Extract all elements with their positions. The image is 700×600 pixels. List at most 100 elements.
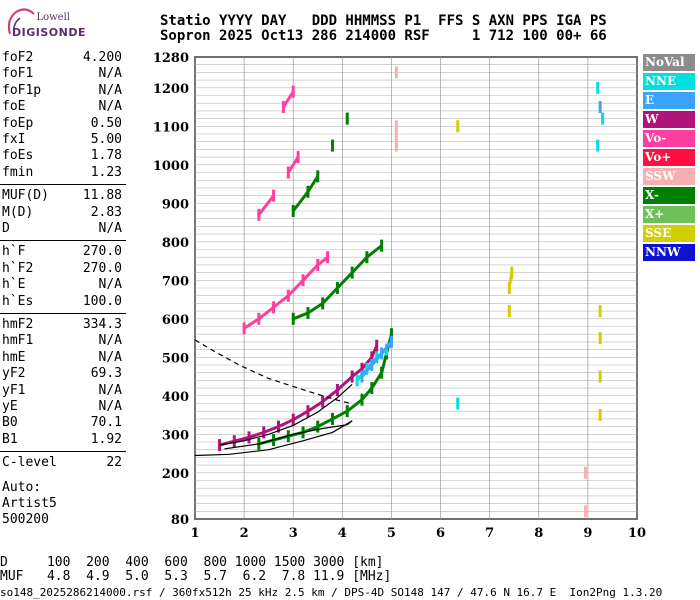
- param-value: N/A: [98, 382, 122, 398]
- header-line-1: Statio YYYY DAY DDD HHMMSS P1 FFS S AXN …: [160, 13, 607, 29]
- legend-item-nne: NNE: [643, 73, 695, 90]
- x-tick-label: 8: [534, 526, 543, 541]
- profile-curve: [219, 383, 353, 446]
- echo-trace-w: [263, 425, 280, 434]
- echo-trace-vo-: [287, 279, 305, 297]
- x-tick-label: 3: [289, 526, 298, 541]
- y-tick-label: 1100: [153, 120, 189, 135]
- echo-trace-x-: [292, 311, 309, 321]
- param-row-h-es: h`Es 100.0: [0, 294, 126, 310]
- muf-row: MUF 4.8 4.9 5.0 5.3 5.7 6.2 7.8 11.9 [MH…: [0, 569, 392, 584]
- distance-row: D 100 200 400 600 800 1000 1500 3000 [km…: [0, 555, 384, 570]
- echo-trace-w: [336, 375, 354, 392]
- echo-mark-sse: [510, 266, 514, 279]
- echo-trace-vo-: [257, 194, 275, 216]
- sidebar-separator: [0, 451, 126, 453]
- param-name: foEp: [2, 115, 34, 131]
- echo-mark-nne: [456, 397, 460, 410]
- echo-trace-x-: [321, 286, 339, 305]
- param-value: 69.3: [90, 366, 122, 382]
- param-row-yf2: yF2 69.3: [0, 366, 126, 382]
- param-value: 0.50: [90, 115, 122, 131]
- param-value: N/A: [98, 66, 122, 82]
- echo-mark-sse: [598, 409, 602, 422]
- param-row-yf1: yF1 N/A: [0, 383, 126, 399]
- param-row-c-level: C-level 22: [0, 455, 126, 471]
- legend-item-e: E: [643, 92, 695, 109]
- y-tick-label: 500: [162, 351, 189, 366]
- param-row-ye: yE N/A: [0, 399, 126, 415]
- param-row-fof1p: foF1p N/A: [0, 83, 126, 99]
- echo-trace-e: [380, 340, 393, 355]
- auto-line2: Artist5: [2, 495, 57, 511]
- param-row-h-f: h`F 270.0: [0, 244, 126, 260]
- y-tick-label: 300: [162, 428, 189, 443]
- polarization-legend: NoVal NNE E W Vo- Vo+ SSW X- X+ SSE NNW: [643, 54, 695, 263]
- param-row-fmin: fmin 1.23: [0, 165, 126, 181]
- echo-trace-vo-: [243, 317, 260, 330]
- echo-mark-ssw: [583, 466, 587, 479]
- x-tick-label: 1: [190, 526, 199, 541]
- sidebar-separator: [0, 313, 126, 314]
- echo-trace-w: [370, 345, 379, 358]
- echo-trace-x-: [292, 190, 310, 212]
- logo-text-lowell: Lowell: [36, 12, 70, 23]
- param-name: fxI: [2, 132, 26, 147]
- param-name: B0: [2, 415, 18, 431]
- param-value: N/A: [98, 82, 122, 98]
- param-value: N/A: [98, 333, 122, 349]
- param-row-h-e: h`E N/A: [0, 277, 126, 293]
- ionogram-chart: 1 2 3 4 5 6 7 8 9 10 80 200 300 400 500 600 700 800 900 100…: [153, 51, 646, 541]
- legend-item-vo-: Vo+: [643, 149, 695, 166]
- param-row-b0: B0 70.1: [0, 415, 126, 431]
- y-tick-label: 900: [162, 197, 189, 212]
- echo-mark-sse: [598, 332, 602, 345]
- echo-mark-nne: [596, 81, 600, 94]
- logo-swirl-icon: [7, 8, 35, 37]
- param-name: D: [2, 221, 10, 236]
- param-name: C-level: [2, 455, 57, 471]
- param-name: foF1: [2, 66, 34, 82]
- param-value: 2.83: [90, 204, 122, 220]
- echo-mark-sse: [598, 370, 602, 383]
- y-tick-label: 600: [162, 313, 189, 328]
- echo-trace-x-: [380, 353, 388, 374]
- param-value: 70.1: [90, 415, 122, 431]
- echo-trace-vo-: [272, 294, 290, 309]
- legend-item-noval: NoVal: [643, 54, 695, 71]
- echo-trace-w: [307, 400, 324, 413]
- param-value: 270.0: [82, 244, 122, 260]
- muf-distance-table: D 100 200 400 600 800 1000 1500 3000 [km…: [0, 556, 391, 584]
- y-tick-label: 1280: [153, 51, 189, 66]
- param-row-h-f2: h`F2 270.0: [0, 261, 126, 277]
- echo-mark-nne: [601, 112, 605, 125]
- auto-scaling-info: Auto: Artist5 500200: [2, 480, 57, 528]
- x-tick-label: 7: [485, 526, 494, 541]
- param-name: B1: [2, 431, 18, 447]
- param-value: 1.23: [90, 164, 122, 180]
- param-name: h`F2: [2, 260, 34, 276]
- param-row-fxi: fxI 5.00: [0, 132, 126, 148]
- echo-trace-x-: [331, 409, 348, 421]
- echo-mark-x-: [331, 139, 335, 152]
- x-tick-label: 10: [628, 526, 646, 541]
- echo-trace-x-: [365, 244, 383, 259]
- file-info-footer: so148_2025286214000.rsf / 360fx512h 25 k…: [0, 586, 663, 599]
- echo-trace-w: [321, 388, 339, 403]
- legend-item-ssw: SSW: [643, 168, 695, 185]
- echo-trace-w: [277, 418, 294, 428]
- y-tick-label: 200: [162, 467, 189, 482]
- echo-mark-x-: [345, 112, 349, 125]
- legend-item-vo-: Vo-: [643, 130, 695, 147]
- logo-text-digisonde: DIGISONDE: [12, 26, 86, 39]
- param-name: hmF2: [2, 317, 34, 332]
- param-row-hme: hmE N/A: [0, 350, 126, 366]
- param-name: h`Es: [2, 293, 34, 309]
- param-value: 22: [106, 455, 122, 471]
- echo-trace-x-: [306, 175, 320, 193]
- legend-item-sse: SSE: [643, 225, 695, 242]
- param-name: MUF(D): [2, 188, 49, 204]
- x-tick-label: 4: [338, 526, 347, 541]
- echo-trace-vo-: [282, 90, 295, 108]
- echo-trace-e: [360, 364, 373, 378]
